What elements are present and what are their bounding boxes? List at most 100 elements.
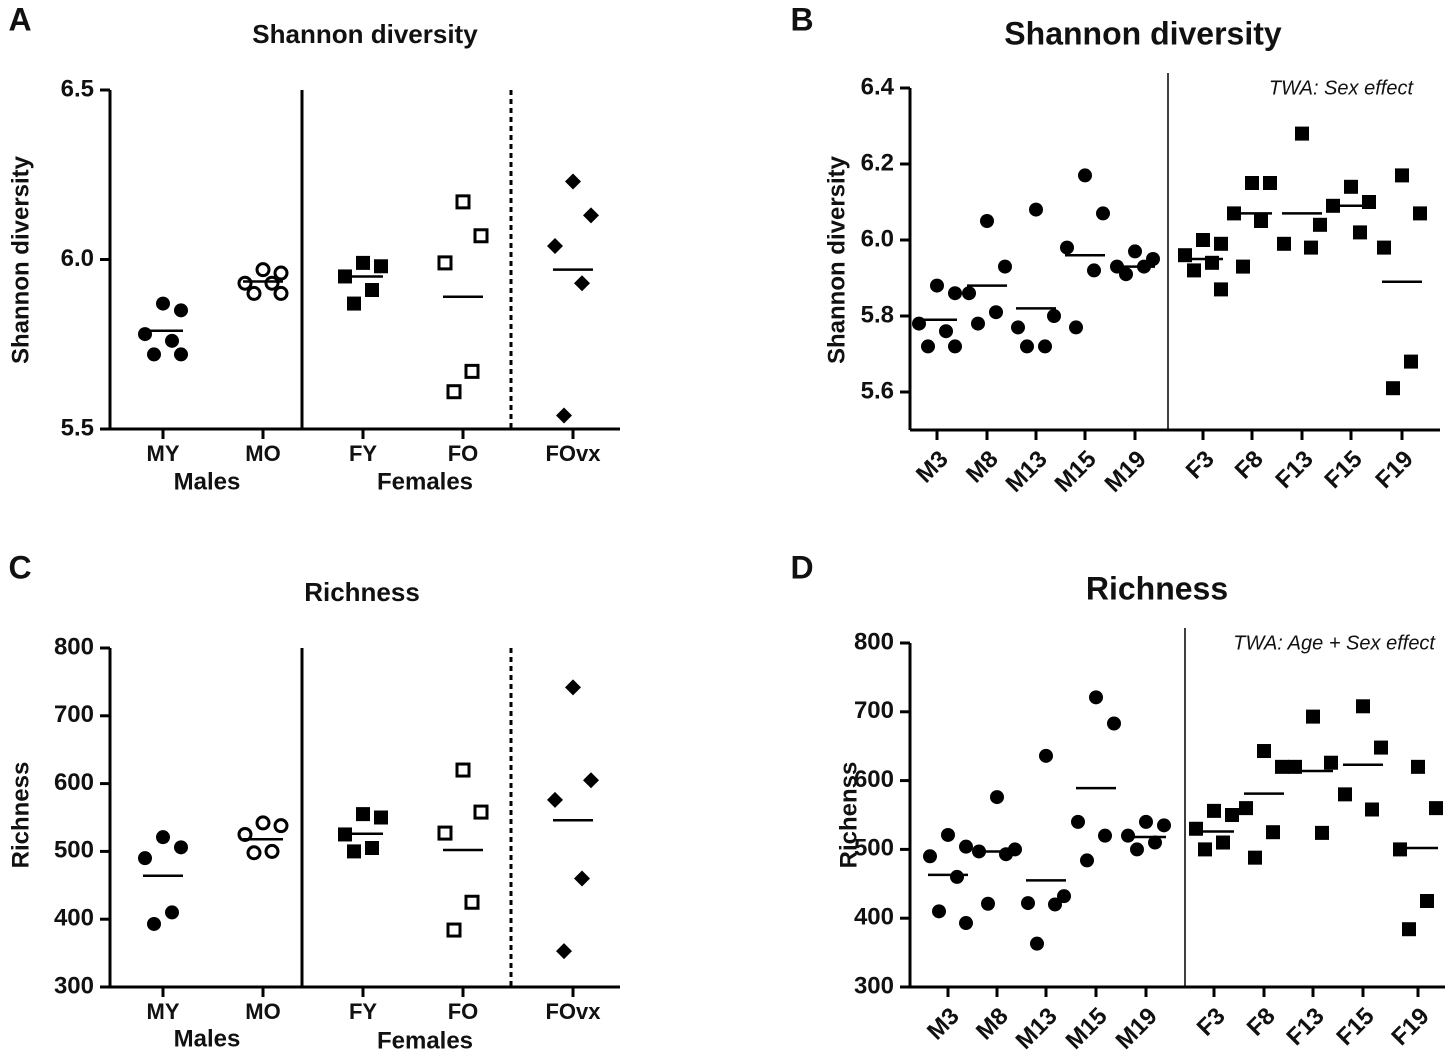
y-tick-label: 6.4 [861, 73, 895, 100]
point [948, 286, 962, 301]
point [1078, 168, 1092, 183]
point [473, 804, 489, 820]
point [1393, 842, 1407, 857]
point [1207, 803, 1221, 818]
y-tick-label: 6.2 [861, 149, 894, 176]
point [1239, 801, 1253, 816]
x-tick-label: M8 [961, 446, 1004, 489]
x-tick-label: F13 [1281, 1003, 1329, 1051]
x-tick-label: MO [245, 441, 280, 466]
y-axis-label: Richness [7, 762, 34, 869]
point [473, 228, 489, 244]
point [981, 896, 995, 911]
group-label: Females [377, 468, 473, 495]
y-tick-label: 400 [854, 904, 894, 931]
point [556, 407, 572, 424]
y-tick-label: 300 [854, 972, 894, 999]
point [455, 762, 471, 778]
point [1277, 236, 1291, 251]
point [1096, 206, 1110, 221]
point [1344, 179, 1358, 194]
y-tick-label: 6.0 [61, 245, 94, 272]
x-tick-label: F15 [1331, 1003, 1379, 1051]
point [980, 214, 994, 228]
annotation: TWA: Age + Sex effect [1233, 632, 1436, 654]
group-label: Females [377, 1027, 473, 1054]
x-tick-label: F8 [1242, 1003, 1281, 1042]
point [1029, 202, 1043, 217]
point [989, 305, 1003, 320]
point [1245, 176, 1259, 190]
x-tick-label: MO [245, 999, 280, 1024]
point [1257, 744, 1271, 759]
point [1306, 709, 1320, 724]
point [1254, 214, 1268, 228]
point [959, 839, 973, 854]
point [1196, 233, 1210, 247]
point [1404, 354, 1418, 369]
point [1413, 206, 1427, 221]
x-tick-label: M13 [1001, 446, 1053, 498]
annotation: TWA: Sex effect [1269, 77, 1415, 99]
point [1107, 716, 1121, 731]
chart-title: Richness [304, 577, 420, 607]
x-tick-label: F13 [1270, 446, 1318, 494]
point [255, 262, 271, 278]
y-tick-label: 600 [854, 766, 894, 793]
point [547, 791, 563, 808]
y-tick-label: 500 [54, 837, 94, 864]
y-axis-label: Richenss [835, 762, 862, 869]
x-tick-label: M19 [1111, 1003, 1163, 1055]
point [939, 324, 953, 339]
x-tick-label: MY [147, 441, 180, 466]
panel-letter: B [790, 1, 813, 37]
point [1356, 699, 1370, 714]
point [138, 327, 152, 342]
point [1248, 850, 1262, 865]
y-tick-label: 700 [854, 697, 894, 724]
point [237, 826, 253, 842]
point [1420, 894, 1434, 908]
point [574, 275, 590, 292]
y-axis-label: Shannon diversity [7, 155, 34, 364]
y-tick-label: 500 [854, 835, 894, 862]
panel-letter: D [790, 549, 813, 585]
y-tick-label: 6.0 [861, 225, 894, 252]
point [464, 894, 480, 910]
x-tick-label: F19 [1370, 446, 1418, 494]
point [950, 869, 964, 884]
chart-title: Richness [1086, 570, 1228, 606]
point [165, 333, 179, 348]
point [1011, 320, 1025, 335]
point [930, 278, 944, 293]
point [156, 830, 170, 845]
panel-letter: A [8, 1, 31, 37]
point [374, 259, 388, 274]
point [1021, 896, 1035, 911]
x-tick-label: M3 [911, 446, 954, 489]
x-tick-label: FY [349, 999, 377, 1024]
point [1324, 755, 1338, 770]
point [921, 339, 935, 354]
point [1187, 263, 1201, 278]
point [547, 237, 563, 254]
point [962, 286, 976, 301]
point [948, 339, 962, 354]
point [1198, 842, 1212, 857]
point [147, 916, 161, 931]
point [1039, 748, 1053, 763]
point [565, 173, 581, 190]
x-tick-label: F15 [1319, 446, 1367, 494]
x-tick-label: F3 [1192, 1003, 1231, 1042]
point [1395, 168, 1409, 183]
point [1139, 814, 1153, 829]
point [1313, 217, 1327, 232]
x-tick-label: M15 [1050, 446, 1102, 498]
point [1087, 263, 1101, 278]
point [959, 916, 973, 931]
y-tick-label: 800 [854, 628, 894, 655]
point [264, 843, 280, 859]
point [147, 347, 161, 362]
x-tick-label: FOvx [545, 999, 601, 1024]
point [583, 207, 599, 224]
